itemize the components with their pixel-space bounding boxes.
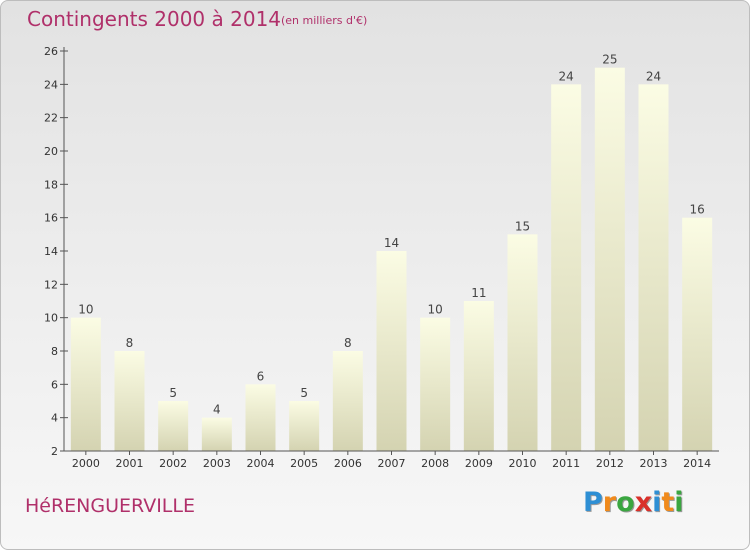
bar-2012 xyxy=(594,67,625,452)
bar-2002 xyxy=(158,401,189,451)
data-label-2001: 8 xyxy=(126,336,134,350)
logo-letter: x xyxy=(634,487,653,518)
x-tick-label-2002: 2002 xyxy=(159,457,187,470)
bar-2007 xyxy=(376,251,407,451)
bar-2009 xyxy=(463,301,494,451)
proxiti-logo[interactable]: Proxiti xyxy=(583,487,684,518)
bar-2005 xyxy=(289,401,320,451)
y-tick-label-4: 4 xyxy=(51,412,58,425)
logo-letter: P xyxy=(583,487,603,518)
x-tick-label-2014: 2014 xyxy=(683,457,711,470)
data-label-2004: 6 xyxy=(257,369,265,383)
x-tick-label-2007: 2007 xyxy=(378,457,406,470)
data-label-2013: 24 xyxy=(646,69,661,83)
chart-subtitle: (en milliers d'€) xyxy=(281,14,368,27)
bar-2011 xyxy=(551,84,582,451)
x-tick-label-2008: 2008 xyxy=(421,457,449,470)
y-tick-label-6: 6 xyxy=(51,378,58,391)
data-label-2002: 5 xyxy=(169,386,177,400)
bar-2014 xyxy=(682,217,713,451)
data-label-2005: 5 xyxy=(300,386,308,400)
data-label-2006: 8 xyxy=(344,336,352,350)
x-tick-label-2010: 2010 xyxy=(509,457,537,470)
logo-letter: i xyxy=(674,487,684,518)
x-tick-label-2013: 2013 xyxy=(640,457,668,470)
bar-2013 xyxy=(638,84,669,451)
logo-letter: t xyxy=(661,487,675,518)
y-tick-label-2: 2 xyxy=(51,445,58,458)
data-label-2008: 10 xyxy=(428,303,443,317)
x-tick-label-2012: 2012 xyxy=(596,457,624,470)
bar-2004 xyxy=(245,384,276,451)
y-tick-label-12: 12 xyxy=(44,278,58,291)
x-tick-label-2001: 2001 xyxy=(116,457,144,470)
data-label-2010: 15 xyxy=(515,219,530,233)
y-tick-label-22: 22 xyxy=(44,112,58,125)
logo-letter: i xyxy=(652,487,662,518)
data-label-2003: 4 xyxy=(213,403,221,417)
bar-2003 xyxy=(201,417,232,451)
data-label-2009: 11 xyxy=(471,286,486,300)
bar-2006 xyxy=(332,351,363,451)
y-tick-label-8: 8 xyxy=(51,345,58,358)
y-tick-label-10: 10 xyxy=(44,312,58,325)
x-tick-label-2003: 2003 xyxy=(203,457,231,470)
y-tick-label-24: 24 xyxy=(44,78,58,91)
bar-2001 xyxy=(114,351,145,451)
x-tick-label-2000: 2000 xyxy=(72,457,100,470)
x-tick-label-2011: 2011 xyxy=(552,457,580,470)
y-tick-label-26: 26 xyxy=(44,45,58,58)
y-tick-label-18: 18 xyxy=(44,178,58,191)
data-label-2007: 14 xyxy=(384,236,399,250)
bar-2008 xyxy=(420,317,451,451)
bar-2010 xyxy=(507,234,538,451)
x-tick-label-2004: 2004 xyxy=(247,457,275,470)
chart-title: Contingents 2000 à 2014 xyxy=(27,7,282,31)
data-label-2011: 24 xyxy=(559,69,574,83)
data-label-2012: 25 xyxy=(602,53,617,67)
y-tick-label-20: 20 xyxy=(44,145,58,158)
x-tick-label-2009: 2009 xyxy=(465,457,493,470)
y-tick-label-16: 16 xyxy=(44,212,58,225)
x-tick-label-2006: 2006 xyxy=(334,457,362,470)
logo-letter: r xyxy=(602,487,617,518)
y-tick-label-14: 14 xyxy=(44,245,58,258)
data-label-2014: 16 xyxy=(690,203,705,217)
bar-2000 xyxy=(70,317,101,451)
commune-name: HéRENGUERVILLE xyxy=(25,495,195,517)
x-tick-label-2005: 2005 xyxy=(290,457,318,470)
logo-letter: o xyxy=(616,487,635,518)
data-label-2000: 10 xyxy=(78,303,93,317)
